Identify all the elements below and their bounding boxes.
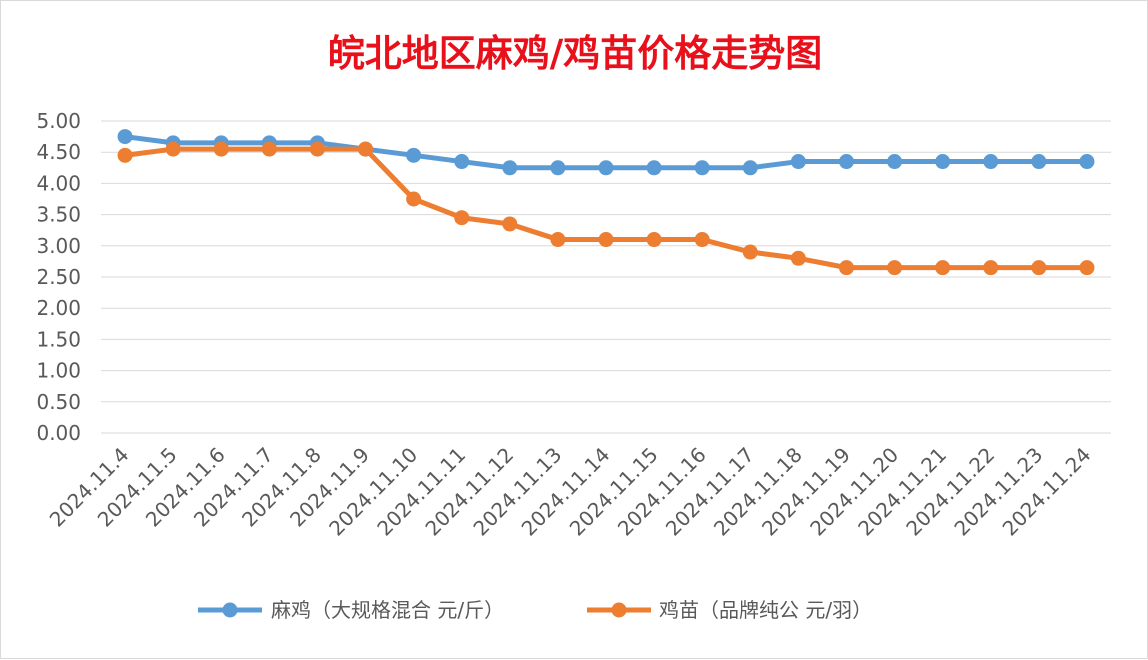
y-tick-label: 2.50 (36, 265, 81, 289)
y-tick-label: 1.00 (36, 359, 81, 383)
data-point (598, 232, 614, 248)
legend-swatch-marker (611, 602, 627, 618)
data-point (838, 154, 854, 170)
y-tick-label: 2.00 (36, 296, 81, 320)
data-point (406, 191, 422, 207)
data-point (406, 147, 422, 163)
data-point (1031, 260, 1047, 276)
data-point (694, 160, 710, 176)
data-point (1079, 154, 1095, 170)
data-point (502, 216, 518, 232)
legend: 麻鸡（大规格混合 元/斤） 鸡苗（品牌纯公 元/羽） (198, 598, 872, 622)
data-point (165, 141, 181, 157)
data-point (598, 160, 614, 176)
data-point (117, 129, 133, 145)
y-tick-label: 4.50 (36, 140, 81, 164)
y-axis-ticks: 0.00 0.50 1.00 1.50 2.00 2.50 3.00 3.50 4.00 4.50… (36, 109, 81, 445)
data-point (935, 154, 951, 170)
y-tick-label: 0.50 (36, 390, 81, 414)
legend-label: 麻鸡（大规格混合 元/斤） (271, 598, 504, 622)
data-point (550, 160, 566, 176)
data-point (261, 141, 277, 157)
y-tick-label: 0.00 (36, 421, 81, 445)
data-point (213, 141, 229, 157)
data-point (935, 260, 951, 276)
data-point (309, 141, 325, 157)
data-point (454, 154, 470, 170)
data-point (742, 244, 758, 260)
y-tick-label: 3.00 (36, 234, 81, 258)
data-point (550, 232, 566, 248)
data-point (983, 154, 999, 170)
y-tick-label: 1.50 (36, 327, 81, 351)
data-point (646, 160, 662, 176)
data-point (358, 141, 374, 157)
data-point (646, 232, 662, 248)
data-point (790, 250, 806, 266)
data-point (838, 260, 854, 276)
y-tick-label: 5.00 (36, 109, 81, 133)
data-point (1031, 154, 1047, 170)
data-point (117, 147, 133, 163)
data-point (694, 232, 710, 248)
series-lines (117, 129, 1095, 276)
data-point (887, 154, 903, 170)
data-point (887, 260, 903, 276)
data-point (742, 160, 758, 176)
data-point (502, 160, 518, 176)
data-point (454, 210, 470, 226)
chart-title: 皖北地区麻鸡/鸡苗价格走势图 (328, 31, 823, 75)
legend-swatch-marker (222, 602, 238, 618)
data-point (983, 260, 999, 276)
y-tick-label: 4.00 (36, 171, 81, 195)
gridlines (101, 120, 1111, 434)
y-tick-label: 3.50 (36, 203, 81, 227)
data-point (1079, 260, 1095, 276)
data-point (790, 154, 806, 170)
legend-label: 鸡苗（品牌纯公 元/羽） (659, 598, 872, 622)
x-axis-ticks: 2024.11.42024.11.52024.11.62024.11.72024… (45, 443, 1096, 541)
